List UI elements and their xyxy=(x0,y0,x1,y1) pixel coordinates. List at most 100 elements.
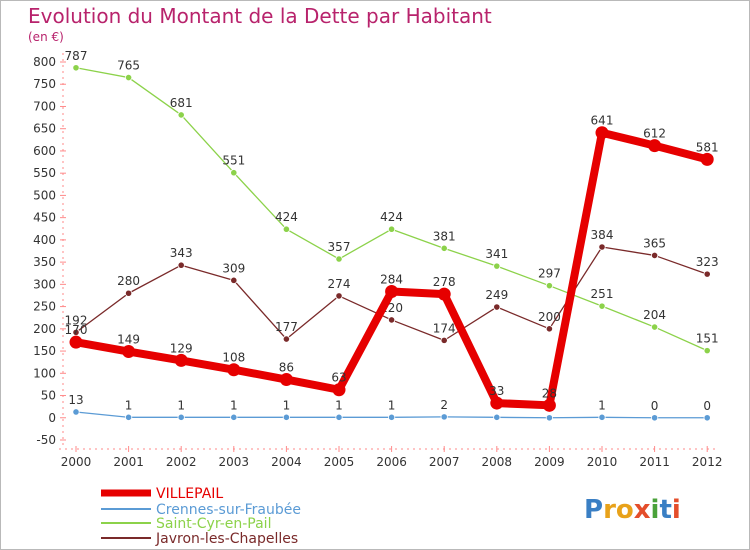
data-label: 787 xyxy=(65,49,88,63)
data-point xyxy=(650,414,659,422)
data-label: 151 xyxy=(696,332,719,346)
watermark-letter: P xyxy=(584,495,603,525)
data-point xyxy=(387,413,396,421)
data-point xyxy=(282,335,290,343)
data-point xyxy=(387,225,396,233)
data-label: 204 xyxy=(643,308,666,322)
data-label: 1 xyxy=(598,398,606,412)
data-point xyxy=(72,408,80,416)
x-tick-label: 2010 xyxy=(587,455,618,469)
data-label: 297 xyxy=(538,267,561,281)
data-point xyxy=(490,396,504,410)
data-label: 343 xyxy=(170,246,193,260)
watermark-letter: i xyxy=(651,495,660,525)
data-point xyxy=(545,282,554,290)
data-point xyxy=(650,251,659,260)
data-label: 278 xyxy=(433,275,456,289)
data-label: 612 xyxy=(643,127,666,141)
data-point xyxy=(440,336,448,344)
data-point xyxy=(335,413,343,421)
x-tick-label: 2007 xyxy=(429,455,460,469)
data-label: 424 xyxy=(380,210,403,224)
data-label: 200 xyxy=(538,310,561,324)
x-tick-label: 2011 xyxy=(639,455,670,469)
watermark-letter: r xyxy=(603,495,616,525)
data-point xyxy=(69,335,83,349)
watermark-letter: t xyxy=(659,495,671,525)
legend-label: VILLEPAIL xyxy=(156,486,223,502)
data-label: 1 xyxy=(177,398,185,412)
data-point xyxy=(598,243,606,251)
data-point xyxy=(650,323,659,331)
data-point xyxy=(437,287,451,301)
data-label: 1 xyxy=(283,398,291,412)
data-label: 174 xyxy=(433,321,456,335)
data-label: 424 xyxy=(275,210,298,224)
data-label: 170 xyxy=(65,323,88,337)
y-tick-label: 50 xyxy=(41,389,56,403)
data-point xyxy=(493,262,501,270)
series-saint-cyr-en-pail: 787 765 681 551 424 357 424 381 341 297 251 204 151 xyxy=(65,49,719,355)
data-point xyxy=(648,139,662,153)
data-point xyxy=(174,353,188,367)
data-label: 765 xyxy=(117,59,140,73)
series-crennes-sur-fraub-e: 13 1 1 1 1 1 1 2 1 0 0 xyxy=(68,393,711,422)
x-tick-label: 2002 xyxy=(166,455,197,469)
x-tick-label: 2003 xyxy=(219,455,250,469)
x-tick-label: 2005 xyxy=(324,455,355,469)
data-point xyxy=(440,413,448,421)
data-point xyxy=(282,413,290,421)
series-line xyxy=(75,128,709,410)
data-point xyxy=(542,398,556,412)
data-label: 323 xyxy=(696,255,719,269)
y-tick-label: 350 xyxy=(33,255,56,269)
data-point xyxy=(122,345,136,359)
data-point xyxy=(595,126,609,140)
data-point xyxy=(703,270,711,278)
data-label: 384 xyxy=(591,228,614,242)
data-point xyxy=(125,73,133,82)
data-point xyxy=(332,383,346,397)
data-point xyxy=(72,328,80,336)
x-tick-label: 2006 xyxy=(376,455,407,469)
legend: VILLEPAILCrennes-sur-FraubéeSaint-Cyr-en… xyxy=(101,486,301,547)
x-tick-label: 2001 xyxy=(113,455,144,469)
y-tick-label: 500 xyxy=(33,188,56,202)
data-label: 1 xyxy=(125,398,133,412)
data-point xyxy=(230,413,238,421)
data-point xyxy=(72,64,80,72)
series-layer: 13 1 1 1 1 1 1 2 1 0 0 787 765 681 551 424 357 424 381 341 2… xyxy=(65,49,719,422)
data-label: 280 xyxy=(117,274,140,288)
chart-title: Evolution du Montant de la Dette par Hab… xyxy=(28,4,492,28)
axes: -500501001502002503003504004505005506006… xyxy=(33,53,722,469)
watermark-text: Proxiti xyxy=(584,495,681,525)
data-label: 365 xyxy=(643,236,666,250)
y-tick-label: 600 xyxy=(33,144,56,158)
y-tick-label: 650 xyxy=(33,122,56,136)
y-tick-label: 700 xyxy=(33,99,56,113)
data-point xyxy=(440,244,448,252)
watermark-letter: o xyxy=(616,495,634,525)
y-tick-label: 300 xyxy=(33,277,56,291)
data-point xyxy=(335,292,343,300)
data-label: 681 xyxy=(170,96,193,110)
y-tick-label: 400 xyxy=(33,233,56,247)
data-label: 0 xyxy=(651,399,659,413)
data-label: 63 xyxy=(331,371,346,385)
x-tick-label: 2012 xyxy=(692,455,723,469)
data-point xyxy=(545,325,554,333)
x-tick-label: 2000 xyxy=(61,455,92,469)
data-point xyxy=(493,303,501,311)
data-label: 1 xyxy=(230,398,238,412)
data-label: 2 xyxy=(440,398,448,412)
y-tick-label: 100 xyxy=(33,366,56,380)
data-point xyxy=(282,225,290,233)
data-point xyxy=(227,363,241,377)
data-point xyxy=(335,255,343,263)
data-label: 13 xyxy=(68,393,83,407)
data-point xyxy=(598,302,606,310)
data-label: 149 xyxy=(117,333,140,347)
data-point xyxy=(125,289,133,297)
